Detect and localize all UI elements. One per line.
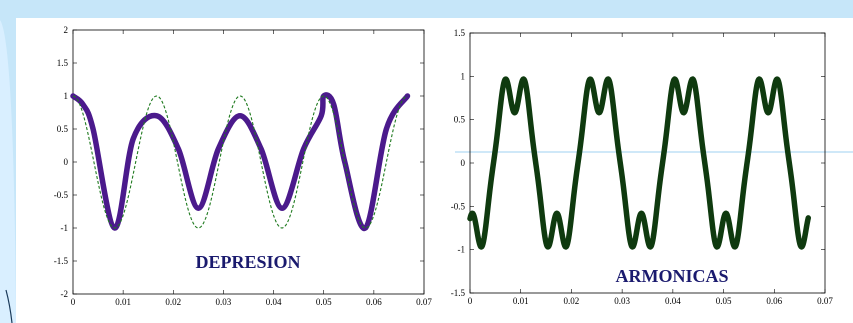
armonicas-x-tick-label: 0.03 (614, 296, 630, 306)
armonicas-x-tick-label: 0.02 (564, 296, 580, 306)
armonicas-ticks: 0 0.01 0.02 0.03 0.04 0.05 0.06 0.07 1.5 1 0.5 0 -0.… (451, 28, 834, 306)
armonicas-x-tick-label: 0.05 (716, 296, 732, 306)
armonicas-series-line (467, 76, 812, 250)
depresion-y-tick-label: -2 (61, 289, 69, 299)
depresion-series-line (70, 92, 411, 231)
depresion-ticks: 0 0.01 0.02 0.03 0.04 0.05 0.06 0.07 2 1.5 1 0.5 0 -0… (54, 25, 433, 307)
armonicas-y-tick-label: 1 (461, 71, 466, 81)
armonicas-y-tick-label: -1.5 (451, 288, 466, 298)
armonicas-x-tick-label: 0.01 (513, 296, 529, 306)
depresion-x-tick-label: 0.01 (115, 297, 131, 307)
armonicas-y-tick-label: 0.5 (454, 115, 466, 125)
depresion-y-tick-label: 0 (64, 157, 69, 167)
depresion-x-tick-label: 0.05 (316, 297, 332, 307)
depresion-y-tick-label: 2 (64, 25, 69, 35)
armonicas-series (467, 76, 812, 250)
depresion-y-tick-label: 1.5 (57, 58, 69, 68)
armonicas-x-tick-label: 0.04 (665, 296, 681, 306)
armonicas-label: ARMONICAS (615, 266, 728, 286)
right-panel (455, 18, 853, 323)
reference-sine-line (72, 95, 408, 229)
decorative-arc (5, 289, 13, 323)
armonicas-y-tick-label: 0 (461, 158, 466, 168)
armonicas-x-tick-label: 0 (468, 296, 473, 306)
armonicas-x-tick-label: 0.06 (766, 296, 782, 306)
armonicas-plot-frame (469, 32, 826, 294)
armonicas-y-tick-label: -1 (458, 245, 466, 255)
depresion-y-tick-label: -1 (61, 223, 69, 233)
depresion-y-tick-label: 0.5 (57, 124, 69, 134)
armonicas-chart: 0 0.01 0.02 0.03 0.04 0.05 0.06 0.07 1.5 1 0.5 0 -0.… (451, 28, 834, 306)
depresion-series (70, 92, 411, 231)
armonicas-axes (469, 32, 826, 294)
left-panel (16, 18, 455, 323)
depresion-label: DEPRESION (195, 252, 300, 272)
depresion-y-tick-label: -0.5 (54, 190, 69, 200)
depresion-x-tick-label: 0.03 (216, 297, 232, 307)
depresion-chart: 0 0.01 0.02 0.03 0.04 0.05 0.06 0.07 2 1.5 1 0.5 0 -0… (54, 25, 433, 307)
depresion-x-tick-label: 0.07 (416, 297, 432, 307)
armonicas-y-tick-label: -0.5 (451, 201, 466, 211)
depresion-x-tick-label: 0.06 (366, 297, 382, 307)
depresion-y-tick-label: -1.5 (54, 256, 69, 266)
armonicas-y-tick-label: 1.5 (454, 28, 466, 38)
depresion-x-tick-label: 0.04 (266, 297, 282, 307)
depresion-y-tick-label: 1 (64, 91, 69, 101)
depresion-x-tick-label: 0 (71, 297, 76, 307)
depresion-x-tick-label: 0.02 (165, 297, 181, 307)
armonicas-x-tick-label: 0.07 (817, 296, 833, 306)
